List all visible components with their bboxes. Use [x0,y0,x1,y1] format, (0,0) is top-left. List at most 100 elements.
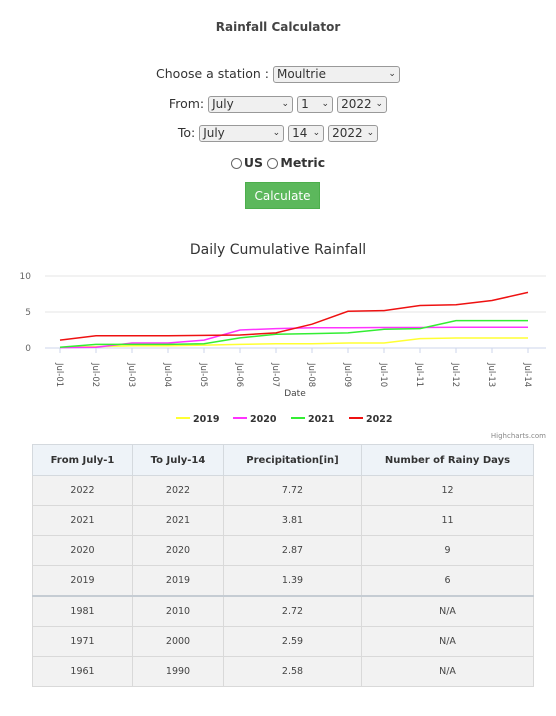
table-header-row: From July-1 To July-14 Precipitation[in]… [32,444,534,476]
table-cell: 3.81 [223,505,362,536]
table-cell: 2.87 [223,535,362,566]
chevron-down-icon: ⌄ [312,128,321,138]
from-day-value: 1 [301,97,309,111]
series-line-2021 [59,319,528,349]
x-axis-label: Date [284,389,306,399]
chart-credit[interactable]: Highcharts.com [490,432,546,440]
table-cell: 2020 [132,535,224,566]
from-month-select[interactable]: July ⌄ [208,96,294,113]
to-year-value: 2022 [332,126,363,140]
table-cell: 2019 [32,565,133,597]
table-cell: 2022 [32,475,133,506]
from-day-select[interactable]: 1 ⌄ [297,96,334,113]
table-cell: 2019 [132,565,224,597]
legend-label: 2019 [193,414,219,425]
x-tick-label: Jul-12 [450,362,460,387]
from-year-select[interactable]: 2022 ⌄ [337,96,388,113]
unit-us-label: US [243,155,264,170]
series-line-2019 [59,337,528,349]
unit-row: US Metric [0,155,556,170]
x-tick-label: Jul-03 [126,362,136,387]
table-cell: 9 [361,535,534,566]
table-row: 1981 2010 2.72 N/A [32,595,534,627]
table-cell: 2.59 [223,626,362,657]
table-cell: 7.72 [223,475,362,506]
x-tick-label: Jul-08 [306,362,316,387]
table-cell: 2021 [132,505,224,536]
table-row: 2022 2022 7.72 12 [32,475,534,506]
table-cell: 12 [361,475,534,506]
table-row: 2019 2019 1.39 6 [32,565,534,597]
to-label: To: [177,125,196,140]
table-cell: 1981 [32,595,133,627]
chevron-down-icon: ⌄ [272,128,281,138]
table-cell: 11 [361,505,534,536]
table-cell: 2020 [32,535,133,566]
to-year-select[interactable]: 2022 ⌄ [328,125,379,142]
x-tick-label: Jul-13 [486,362,496,387]
table-cell: 2010 [132,595,224,627]
table-cell: 2.58 [223,656,362,687]
from-year-value: 2022 [341,97,372,111]
table-cell: 2021 [32,505,133,536]
chevron-down-icon: ⌄ [375,99,384,109]
table-header: To July-14 [132,444,224,476]
station-select[interactable]: Moultrie ⌄ [272,66,400,83]
table-cell: 1.39 [223,565,362,597]
page-title: Rainfall Calculator [215,20,341,34]
station-row: Choose a station : Moultrie ⌄ [0,66,556,83]
table-header: Precipitation[in] [223,444,362,476]
unit-us-radio[interactable] [230,158,242,169]
from-label: From: [168,96,205,111]
to-day-select[interactable]: 14 ⌄ [288,125,325,142]
y-tick-label: 0 [25,344,31,354]
x-tick-label: Jul-10 [378,362,388,387]
chevron-down-icon: ⌄ [281,99,290,109]
x-tick-label: Jul-06 [234,362,244,387]
table-header: From July-1 [32,444,133,476]
y-tick-label: 10 [20,272,32,282]
table-row: 2020 2020 2.87 9 [32,535,534,566]
x-tick-label: Jul-02 [90,362,100,387]
station-label: Choose a station : [156,66,269,81]
x-tick-label: Jul-14 [522,362,532,387]
chevron-down-icon: ⌄ [321,99,330,109]
rainfall-table: From July-1 To July-14 Precipitation[in]… [32,444,534,687]
table-cell: N/A [361,595,534,627]
to-month-value: July [203,126,225,140]
table-cell: 2000 [132,626,224,657]
table-cell: 2.72 [223,595,362,627]
table-cell: 2022 [132,475,224,506]
legend-label: 2022 [366,414,392,425]
x-tick-label: Jul-11 [414,362,424,387]
to-day-value: 14 [292,126,308,140]
unit-metric-radio[interactable] [267,158,279,169]
to-row: To: July ⌄ 14 ⌄ 2022 ⌄ [0,125,556,142]
table-cell: N/A [361,656,534,687]
series-line-2022 [59,291,529,341]
from-row: From: July ⌄ 1 ⌄ 2022 ⌄ [0,96,556,113]
chevron-down-icon: ⌄ [388,69,396,79]
table-header: Number of Rainy Days [361,444,534,476]
table-row: 1961 1990 2.58 N/A [32,656,534,687]
table-cell: N/A [361,626,534,657]
chart-svg: Daily Cumulative Rainfall 0 5 10 Jul-01 Jul-0… [20,242,546,425]
table-cell: 6 [361,565,534,597]
calculate-button[interactable]: Calculate [245,182,320,209]
legend-label: 2021 [308,414,334,425]
table-cell: 1990 [132,656,224,687]
chevron-down-icon: ⌄ [366,128,375,138]
table-cell: 1961 [32,656,133,687]
table-row: 2021 2021 3.81 11 [32,505,534,536]
y-tick-label: 5 [25,308,31,318]
from-month-value: July [212,97,234,111]
table-row: 1971 2000 2.59 N/A [32,626,534,657]
table-cell: 1971 [32,626,133,657]
x-tick-label: Jul-09 [342,362,352,387]
rainfall-chart: Daily Cumulative Rainfall 0 5 10 Jul-01 Jul-0… [0,232,556,444]
legend-label: 2020 [250,414,277,425]
to-month-select[interactable]: July ⌄ [199,125,285,142]
unit-metric-label: Metric [280,155,326,170]
x-tick-label: Jul-04 [162,362,172,387]
x-tick-label: Jul-05 [198,362,208,387]
